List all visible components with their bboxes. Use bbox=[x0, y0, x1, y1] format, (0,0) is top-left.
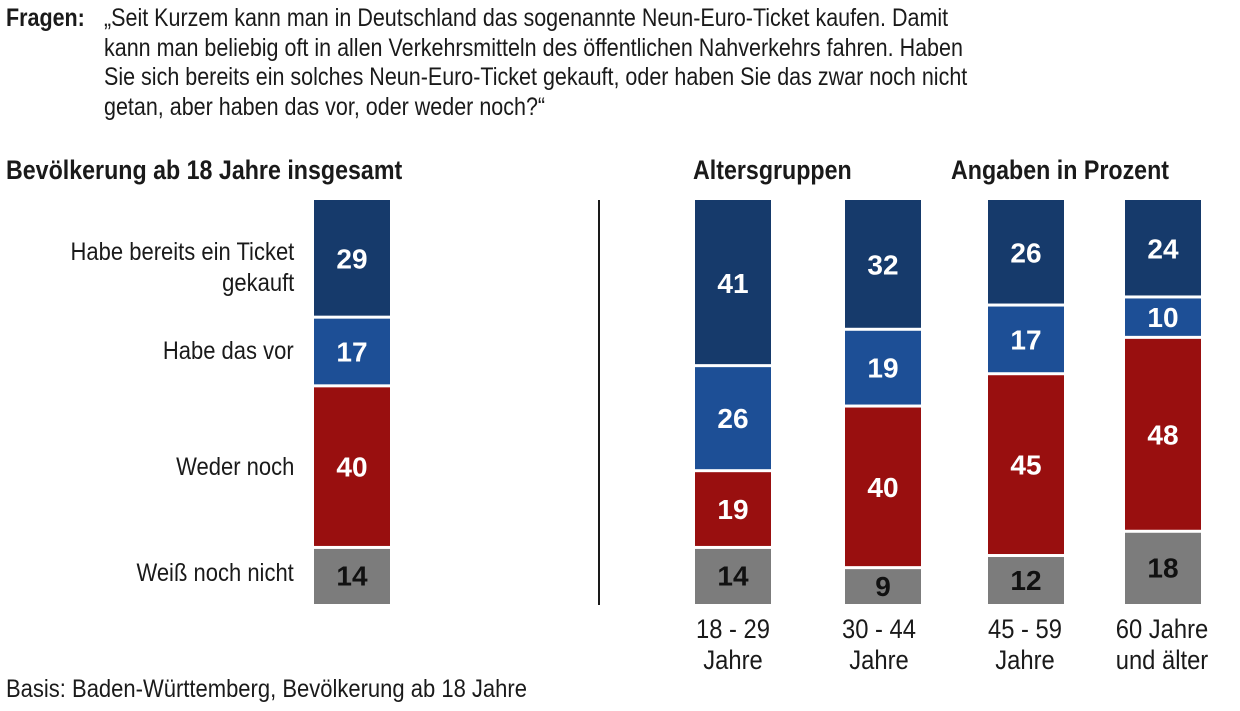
col-label-line: Jahre bbox=[703, 645, 763, 675]
category-label-line: gekauft bbox=[221, 269, 294, 297]
category-label-line: Habe das vor bbox=[163, 337, 294, 365]
category-label-neither: Weder noch bbox=[176, 452, 294, 483]
question-line: kann man beliebig oft in allen Verkehrsm… bbox=[104, 33, 963, 62]
value-label-45-59-unsure: 12 bbox=[1010, 565, 1041, 596]
col-label-line: 60 Jahre bbox=[1115, 614, 1209, 644]
col-label-60-plus: 60 Jahre und älter bbox=[1105, 614, 1219, 676]
bar-45-59-unsure bbox=[988, 557, 1064, 604]
value-label-total-bought: 29 bbox=[336, 244, 367, 275]
col-label-18-29: 18 - 29 Jahre bbox=[676, 614, 790, 676]
value-label-60-plus-unsure: 18 bbox=[1147, 553, 1178, 584]
bar-18-29-neither bbox=[695, 472, 771, 546]
bar-45-59-neither bbox=[988, 375, 1064, 555]
bar-total-neither bbox=[314, 387, 390, 546]
bar-60-plus-bought bbox=[1125, 200, 1201, 296]
col-label-line: Jahre bbox=[995, 645, 1055, 675]
bar-18-29-planned bbox=[695, 367, 771, 470]
bar-60-plus-planned bbox=[1125, 298, 1201, 336]
col-label-line: Jahre bbox=[849, 645, 909, 675]
category-label-planned: Habe das vor bbox=[163, 336, 294, 367]
value-label-30-44-unsure: 9 bbox=[875, 571, 891, 602]
bar-total-unsure bbox=[314, 548, 390, 604]
unit-header: Angaben in Prozent bbox=[951, 155, 1170, 185]
value-label-18-29-bought: 41 bbox=[717, 268, 748, 299]
category-label-bought: Habe bereits ein Ticket gekauft bbox=[70, 237, 294, 299]
bar-30-44-unsure bbox=[845, 569, 921, 604]
bar-total-planned bbox=[314, 318, 390, 385]
category-label-unsure: Weiß noch nicht bbox=[137, 558, 294, 589]
col-label-30-44: 30 - 44 Jahre bbox=[822, 614, 936, 676]
bar-60-plus-neither bbox=[1125, 338, 1201, 530]
question-line: getan, aber haben das vor, oder weder no… bbox=[104, 92, 546, 121]
value-label-45-59-planned: 17 bbox=[1010, 324, 1041, 355]
bar-60-plus-unsure bbox=[1125, 532, 1201, 604]
bar-45-59-planned bbox=[988, 306, 1064, 373]
bar-18-29-unsure bbox=[695, 548, 771, 604]
divider bbox=[598, 200, 600, 605]
question-label: Fragen: bbox=[6, 4, 85, 32]
value-label-60-plus-bought: 24 bbox=[1147, 233, 1179, 264]
col-label-line: 30 - 44 bbox=[842, 614, 916, 644]
age-groups-header: Altersgruppen bbox=[693, 155, 852, 185]
bar-18-29-bought bbox=[695, 200, 771, 365]
bar-30-44-neither bbox=[845, 407, 921, 567]
col-label-45-59: 45 - 59 Jahre bbox=[968, 614, 1082, 676]
value-label-60-plus-planned: 10 bbox=[1147, 302, 1178, 333]
bar-30-44-bought bbox=[845, 200, 921, 328]
question-text: „Seit Kurzem kann man in Deutschland das… bbox=[104, 4, 1222, 122]
value-label-30-44-planned: 19 bbox=[867, 353, 898, 384]
value-label-45-59-neither: 45 bbox=[1010, 450, 1041, 481]
value-label-60-plus-neither: 48 bbox=[1147, 419, 1178, 450]
value-label-45-59-bought: 26 bbox=[1010, 238, 1041, 269]
value-label-18-29-neither: 19 bbox=[717, 494, 748, 525]
value-label-30-44-bought: 32 bbox=[867, 250, 898, 281]
question-line: „Seit Kurzem kann man in Deutschland das… bbox=[104, 4, 949, 32]
col-label-line: 18 - 29 bbox=[696, 614, 770, 644]
question-line: Sie sich bereits ein solches Neun-Euro-T… bbox=[104, 63, 968, 91]
value-label-total-neither: 40 bbox=[336, 452, 367, 483]
value-label-30-44-neither: 40 bbox=[867, 472, 898, 503]
value-label-total-unsure: 14 bbox=[336, 561, 368, 592]
category-label-line: Weder noch bbox=[175, 453, 294, 481]
value-label-18-29-unsure: 14 bbox=[717, 561, 749, 592]
bar-total-bought bbox=[314, 200, 390, 316]
col-label-line: 45 - 59 bbox=[988, 614, 1062, 644]
category-label-line: Weiß noch nicht bbox=[136, 559, 294, 587]
col-label-line: und älter bbox=[1115, 645, 1209, 675]
value-label-18-29-planned: 26 bbox=[717, 403, 748, 434]
bar-45-59-bought bbox=[988, 200, 1064, 304]
category-label-line: Habe bereits ein Ticket bbox=[70, 238, 294, 266]
total-header: Bevölkerung ab 18 Jahre insgesamt bbox=[6, 155, 403, 185]
bar-30-44-planned bbox=[845, 330, 921, 405]
value-label-total-planned: 17 bbox=[336, 337, 367, 368]
footer-note: Basis: Baden-Württemberg, Bevölkerung ab… bbox=[6, 675, 527, 703]
